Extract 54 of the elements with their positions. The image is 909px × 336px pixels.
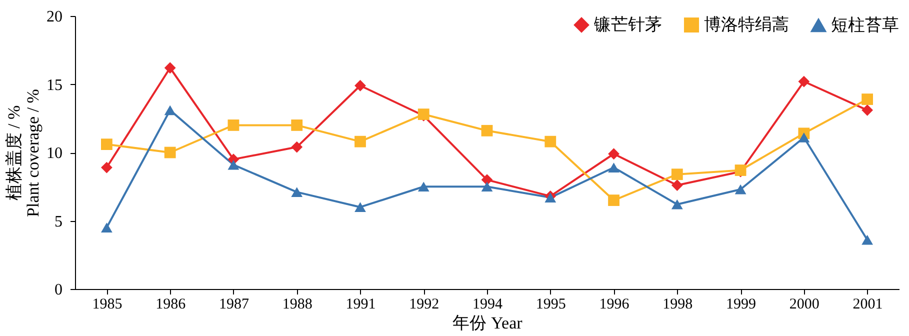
point bbox=[671, 168, 683, 180]
point bbox=[100, 222, 112, 233]
point bbox=[481, 124, 493, 136]
x-tick-label: 1987 bbox=[218, 296, 250, 312]
x-tick-label: 1996 bbox=[599, 296, 630, 312]
legend-label: 镰芒针茅 bbox=[593, 14, 662, 34]
x-tick-label: 1986 bbox=[156, 296, 186, 312]
point bbox=[228, 120, 240, 131]
point bbox=[418, 182, 430, 192]
point bbox=[671, 199, 683, 210]
point bbox=[608, 194, 620, 206]
point bbox=[164, 62, 176, 74]
point bbox=[862, 104, 874, 116]
x-tick-label: 1991 bbox=[346, 296, 376, 312]
point bbox=[608, 148, 620, 160]
y-tick-label: 10 bbox=[46, 145, 62, 162]
legend-label: 短柱苔草 bbox=[831, 15, 899, 34]
point bbox=[544, 136, 556, 148]
x-axis-title: 年份 Year bbox=[452, 314, 523, 332]
point bbox=[862, 94, 874, 105]
x-tick-label: 1999 bbox=[726, 296, 756, 312]
x-tick-label: 1992 bbox=[409, 296, 440, 312]
x-tick-label: 2000 bbox=[789, 296, 820, 312]
y-tick-label: 15 bbox=[46, 76, 62, 94]
x-tick-label: 1995 bbox=[536, 296, 566, 312]
point bbox=[608, 162, 620, 172]
y-tick-label: 0 bbox=[54, 282, 62, 298]
point bbox=[481, 182, 493, 192]
point bbox=[862, 234, 874, 245]
legend-label: 博洛特绢蒿 bbox=[704, 14, 789, 34]
point bbox=[354, 136, 366, 148]
point bbox=[164, 146, 176, 158]
x-tick-label: 2001 bbox=[852, 296, 883, 312]
point bbox=[291, 141, 303, 153]
y-tick-label: 5 bbox=[54, 213, 62, 230]
point bbox=[228, 160, 240, 170]
point bbox=[798, 76, 810, 88]
point bbox=[544, 192, 556, 202]
point bbox=[100, 138, 112, 150]
point bbox=[291, 187, 303, 198]
point bbox=[734, 184, 746, 194]
point bbox=[291, 120, 303, 131]
point bbox=[354, 80, 366, 92]
x-tick-label: 1988 bbox=[282, 296, 312, 312]
point bbox=[164, 105, 176, 116]
x-tick-label: 1985 bbox=[92, 296, 122, 312]
y-axis-title: 植株盖度 / % Plant coverage / % bbox=[4, 89, 42, 217]
point bbox=[671, 180, 683, 191]
point bbox=[798, 132, 810, 142]
x-tick-label: 1994 bbox=[472, 296, 503, 312]
point bbox=[354, 202, 366, 212]
x-tick-label: 1998 bbox=[662, 296, 693, 312]
point bbox=[100, 162, 112, 174]
y-tick-label: 20 bbox=[46, 8, 62, 26]
